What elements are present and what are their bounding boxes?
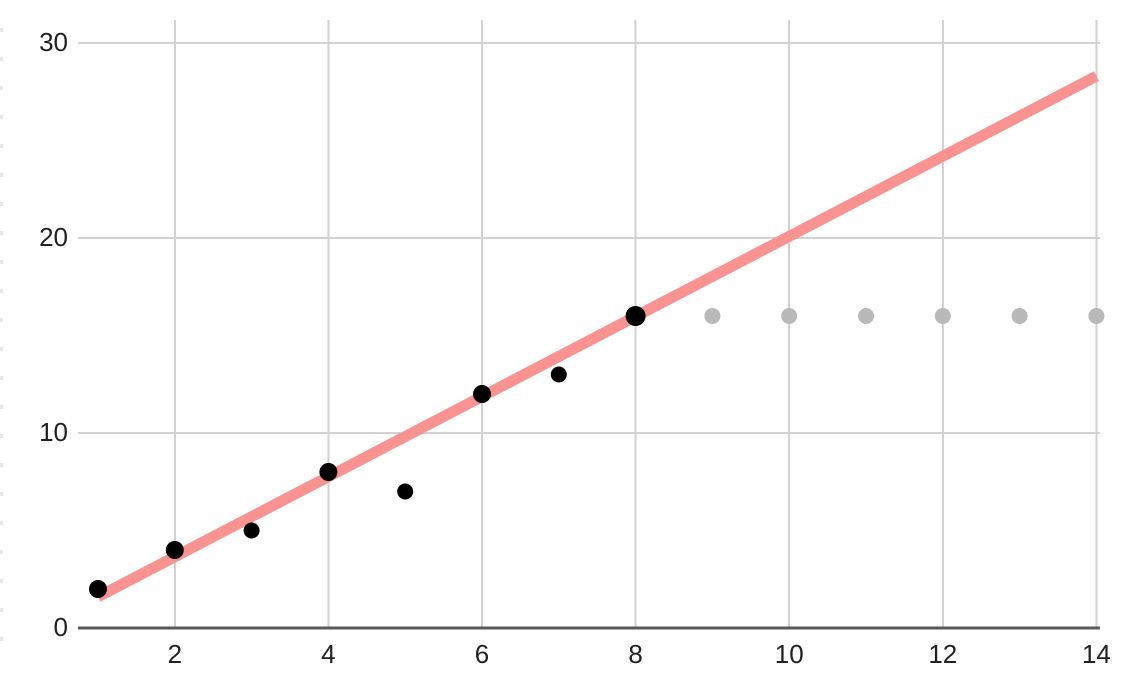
edge-fleck xyxy=(0,521,3,525)
x-tick-label-6: 6 xyxy=(475,639,489,669)
projected-point-series[interactable] xyxy=(704,308,1105,324)
projected-point-12[interactable] xyxy=(934,308,951,324)
x-tick-label-10: 10 xyxy=(775,639,804,669)
x-tick-label-2: 2 xyxy=(168,639,182,669)
edge-fleck xyxy=(0,463,3,467)
edge-fleck xyxy=(0,318,3,322)
observed-point-2[interactable] xyxy=(165,541,184,559)
observed-point-5[interactable] xyxy=(397,483,414,500)
edge-fleck xyxy=(0,637,3,641)
projected-point-11[interactable] xyxy=(858,308,874,324)
projected-point-14[interactable] xyxy=(1088,308,1105,324)
edge-fleck xyxy=(0,86,3,90)
observed-point-6[interactable] xyxy=(473,385,491,403)
edge-fleck xyxy=(0,144,3,148)
edge-fleck xyxy=(0,289,3,293)
edge-fleck xyxy=(0,608,3,612)
x-tick-label-12: 12 xyxy=(928,639,957,669)
projected-point-9[interactable] xyxy=(704,308,721,324)
horizontal-gridlines xyxy=(78,42,1100,434)
observed-point-7[interactable] xyxy=(550,366,567,383)
edge-fleck xyxy=(0,434,3,438)
edge-fleck xyxy=(0,202,3,206)
trend-line[interactable] xyxy=(95,71,1099,602)
edge-fleck xyxy=(0,376,3,380)
y-tick-label-30: 30 xyxy=(39,27,68,57)
projected-point-10[interactable] xyxy=(781,308,798,324)
edge-fleck xyxy=(0,347,3,351)
observed-point-3[interactable] xyxy=(243,522,260,539)
observed-point-4[interactable] xyxy=(319,463,338,481)
y-tick-label-10: 10 xyxy=(39,417,68,447)
y-tick-label-0: 0 xyxy=(54,612,68,642)
observed-point-series[interactable] xyxy=(89,306,646,598)
edge-fleck xyxy=(0,115,3,119)
trend-line-segment[interactable] xyxy=(95,71,1099,602)
edge-fleck xyxy=(0,579,3,583)
x-tick-label-8: 8 xyxy=(628,639,642,669)
observed-point-1[interactable] xyxy=(89,580,107,598)
edge-fleck xyxy=(0,260,3,264)
edge-fleck xyxy=(0,405,3,409)
x-tick-label-14: 14 xyxy=(1082,639,1111,669)
edge-fleck xyxy=(0,173,3,177)
left-edge-flecks xyxy=(0,28,3,641)
edge-fleck xyxy=(0,492,3,496)
x-axis-tick-labels: 2 4 6 8 10 12 14 xyxy=(168,639,1111,669)
observed-point-8[interactable] xyxy=(625,306,646,326)
edge-fleck xyxy=(0,28,3,32)
y-axis-tick-labels: 0 10 20 30 xyxy=(39,27,68,642)
edge-fleck xyxy=(0,550,3,554)
edge-fleck xyxy=(0,57,3,61)
x-tick-label-4: 4 xyxy=(321,639,335,669)
edge-fleck xyxy=(0,231,3,235)
y-tick-label-20: 20 xyxy=(39,222,68,252)
projected-point-13[interactable] xyxy=(1011,308,1028,324)
